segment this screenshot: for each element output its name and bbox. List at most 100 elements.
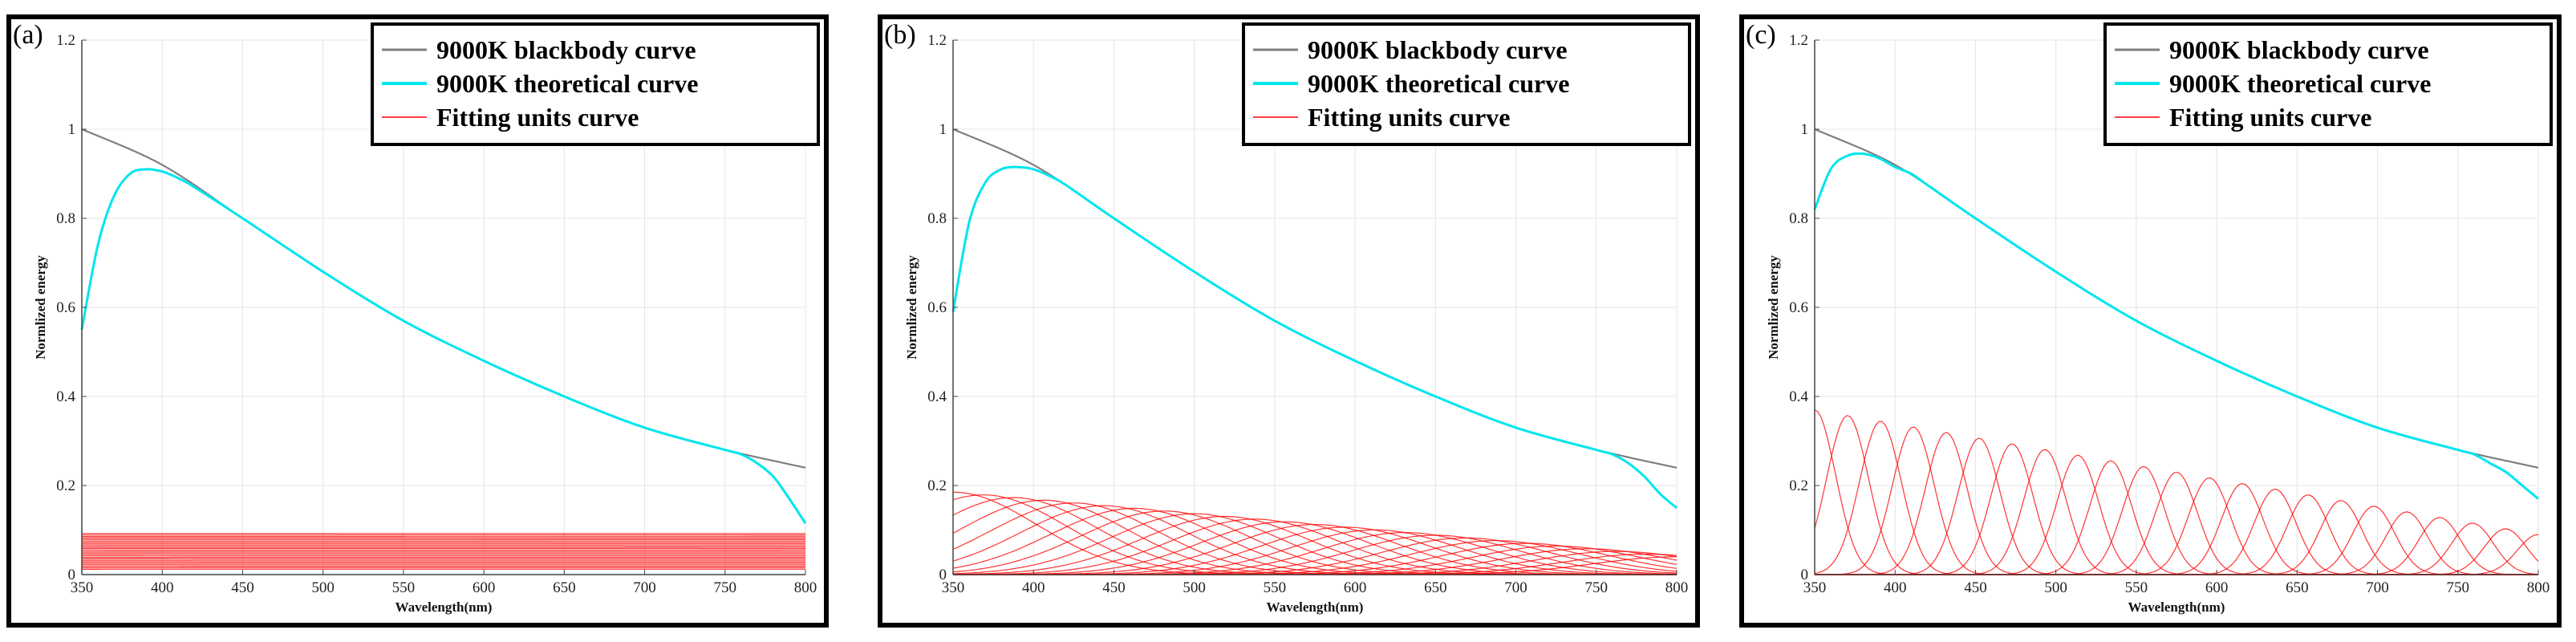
- x-axis-label: Wavelength(nm): [1267, 599, 1364, 615]
- chart-panel-c: 350 400 450 500 550 600 650 700 750 800 0 0.2 0.4 0.6…: [1739, 14, 2562, 628]
- fitting-unit-curve: [1815, 488, 2538, 575]
- legend-entry: 9000K blackbody curve: [436, 35, 696, 64]
- y-tick-label: 0.2: [927, 477, 947, 494]
- x-tick-label: 750: [2447, 579, 2470, 596]
- fitting-units: [952, 491, 1677, 575]
- chart-a: 350 400 450 500 550 600 650 700 750 800 0 0.2 0.4 0.6…: [13, 20, 820, 615]
- fitting-unit-curve: [1815, 494, 2538, 575]
- x-tick-label: 800: [794, 579, 817, 596]
- x-tick-label: 350: [1803, 579, 1827, 596]
- x-tick-label: 400: [1884, 579, 1907, 596]
- chart-panel-a: 350 400 450 500 550 600 650 700 750 800 0 0.2 0.4 0.6…: [6, 14, 829, 628]
- legend-entry: Fitting units curve: [1308, 103, 1510, 132]
- x-tick-label: 700: [633, 579, 656, 596]
- fitting-unit-curve: [1815, 522, 2539, 575]
- y-tick-label: 0.6: [1789, 299, 1808, 316]
- fitting-unit-curve: [953, 537, 1677, 575]
- y-tick-label: 1.2: [927, 32, 947, 49]
- x-tick-label: 500: [1183, 579, 1206, 596]
- legend: 9000K blackbody curve 9000K theoretical c…: [2103, 22, 2553, 146]
- x-tick-label: 550: [1264, 579, 1287, 596]
- x-tick-label: 600: [1344, 579, 1367, 596]
- x-tick-label: 350: [71, 579, 94, 596]
- y-tick-label: 0: [1801, 567, 1809, 583]
- fitting-unit-curve: [1815, 426, 2538, 575]
- legend-box: [371, 22, 820, 146]
- fitting-unit-curve: [1815, 437, 2538, 575]
- x-tick-label: 800: [2527, 579, 2550, 596]
- y-tick-label: 0.6: [927, 299, 947, 316]
- legend-entry: Fitting units curve: [2169, 103, 2371, 132]
- x-tick-label: 550: [2125, 579, 2148, 596]
- chart-panel-b: 350 400 450 500 550 600 650 700 750 800 0 0.2 0.4 0.6…: [878, 14, 1700, 628]
- fitting-unit-curve: [952, 494, 1677, 575]
- y-tick-label: 0.8: [56, 210, 75, 227]
- y-axis-label: Normlized energy: [33, 255, 48, 360]
- theoretical-curve: [80, 168, 807, 525]
- x-tick-label: 600: [473, 579, 496, 596]
- blackbody-curve: [1814, 128, 2539, 469]
- legend: 9000K blackbody curve 9000K theoretical c…: [1242, 22, 1691, 146]
- fitting-unit-curve: [953, 542, 1677, 575]
- fitting-unit-curve: [1814, 409, 2538, 575]
- legend-entry: Fitting units curve: [436, 103, 639, 132]
- x-tick-label: 400: [1022, 579, 1045, 596]
- x-tick-label: 750: [714, 579, 737, 596]
- legend: 9000K blackbody curve 9000K theoretical c…: [371, 22, 820, 146]
- fitting-unit-curve: [953, 524, 1677, 575]
- fitting-unit-curve: [1815, 500, 2538, 575]
- panel-label: (a): [13, 20, 43, 50]
- legend-box: [2103, 22, 2553, 146]
- fitting-unit-curve: [1815, 454, 2538, 575]
- x-tick-label: 750: [1585, 579, 1608, 596]
- x-axis-label: Wavelength(nm): [396, 599, 493, 615]
- legend-entry: 9000K blackbody curve: [1308, 35, 1568, 64]
- y-tick-label: 0.8: [1789, 210, 1808, 227]
- chart-c: 350 400 450 500 550 600 650 700 750 800 0 0.2 0.4 0.6…: [1746, 20, 2553, 615]
- y-axis-label: Normlized energy: [1766, 255, 1781, 360]
- x-tick-label: 450: [1102, 579, 1126, 596]
- x-tick-label: 700: [1504, 579, 1527, 596]
- x-axis-label: Wavelength(nm): [2128, 599, 2225, 615]
- panel-label: (c): [1746, 20, 1776, 50]
- y-tick-label: 0.6: [56, 299, 75, 316]
- x-tick-label: 400: [151, 579, 174, 596]
- fitting-unit-curve: [1815, 465, 2538, 575]
- theoretical-curve: [951, 165, 1677, 509]
- fitting-unit-curve: [1815, 477, 2538, 575]
- x-tick-label: 450: [1964, 579, 1987, 596]
- x-tick-label: 350: [942, 579, 965, 596]
- x-tick-label: 500: [2044, 579, 2067, 596]
- fitting-unit-curve: [952, 507, 1677, 575]
- x-tick-label: 800: [1665, 579, 1689, 596]
- y-tick-label: 0.2: [56, 477, 75, 494]
- x-tick-label: 700: [2366, 579, 2389, 596]
- y-tick-label: 1: [68, 121, 76, 138]
- y-tick-label: 0.4: [927, 388, 947, 405]
- blackbody-curve: [81, 128, 806, 469]
- fitting-units: [82, 533, 805, 570]
- legend-entry: 9000K theoretical curve: [436, 69, 698, 98]
- y-tick-label: 1: [939, 121, 947, 138]
- y-tick-label: 0: [939, 567, 947, 583]
- y-tick-label: 0.4: [56, 388, 75, 405]
- fitting-unit-curve: [952, 510, 1677, 575]
- y-tick-label: 1: [1801, 121, 1809, 138]
- panel-label: (b): [884, 20, 916, 50]
- legend-box: [1242, 22, 1691, 146]
- x-tick-label: 650: [1424, 579, 1447, 596]
- x-tick-label: 450: [231, 579, 254, 596]
- blackbody-curve: [952, 128, 1677, 469]
- x-tick-label: 550: [392, 579, 416, 596]
- y-tick-label: 0.8: [927, 210, 947, 227]
- fitting-unit-curve: [1815, 432, 2538, 575]
- legend-entry: 9000K theoretical curve: [1308, 69, 1569, 98]
- y-axis-label: Normlized energy: [904, 255, 919, 360]
- y-tick-label: 0.2: [1789, 477, 1808, 494]
- fitting-unit-curve: [1815, 460, 2538, 575]
- y-tick-label: 1.2: [56, 32, 75, 49]
- x-tick-label: 500: [311, 579, 335, 596]
- chart-b: 350 400 450 500 550 600 650 700 750 800 0 0.2 0.4 0.6…: [884, 20, 1691, 615]
- y-tick-label: 0.4: [1789, 388, 1808, 405]
- y-tick-label: 1.2: [1789, 32, 1808, 49]
